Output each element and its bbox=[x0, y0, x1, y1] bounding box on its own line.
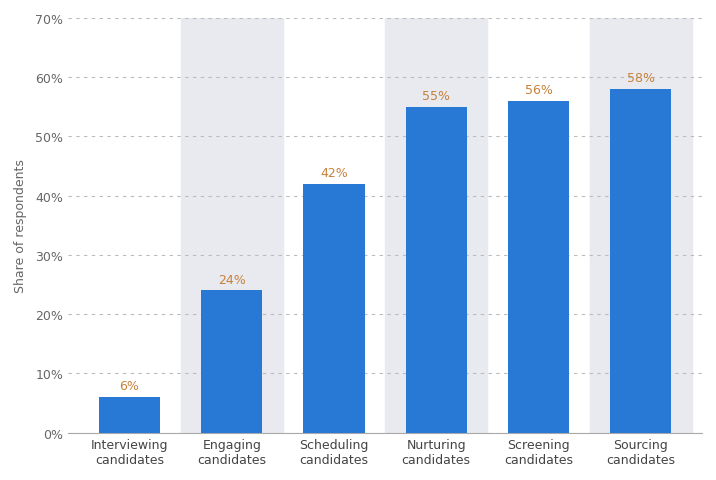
Text: 6%: 6% bbox=[120, 380, 140, 393]
Bar bbox=[610, 90, 672, 432]
Text: 24%: 24% bbox=[218, 273, 246, 286]
Bar bbox=[589, 19, 692, 432]
Bar bbox=[201, 291, 262, 432]
Bar bbox=[405, 108, 467, 432]
Bar bbox=[385, 19, 488, 432]
Bar bbox=[180, 19, 283, 432]
Text: 55%: 55% bbox=[422, 90, 450, 103]
Text: 56%: 56% bbox=[525, 84, 553, 97]
Text: 58%: 58% bbox=[626, 72, 654, 85]
Text: 42%: 42% bbox=[320, 167, 348, 180]
Y-axis label: Share of respondents: Share of respondents bbox=[14, 159, 27, 292]
Bar bbox=[99, 397, 160, 432]
Bar bbox=[508, 102, 569, 432]
Bar bbox=[304, 184, 364, 432]
